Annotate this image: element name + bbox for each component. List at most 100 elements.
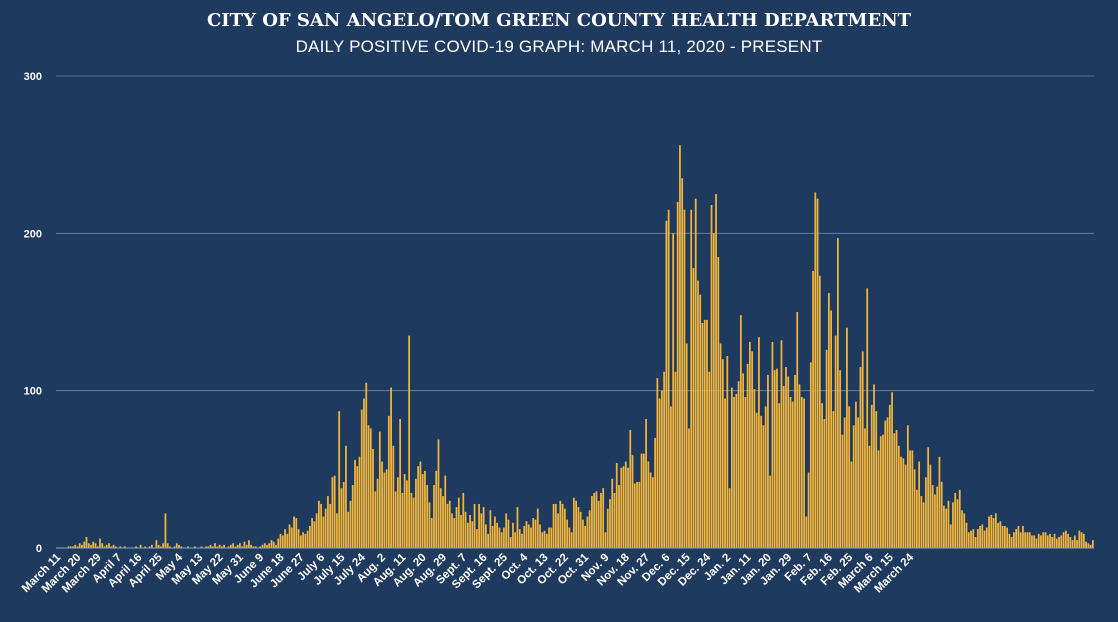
bar <box>618 485 620 548</box>
bar <box>554 503 557 548</box>
bar <box>457 497 460 548</box>
bar <box>69 546 72 548</box>
bar <box>611 478 614 548</box>
bar <box>769 475 772 548</box>
bar <box>780 340 783 548</box>
bar <box>270 540 273 548</box>
bar <box>193 546 196 548</box>
bar <box>293 516 295 548</box>
bar <box>550 527 553 548</box>
bar <box>613 492 616 548</box>
bar <box>205 546 207 548</box>
bar <box>236 544 239 548</box>
bar <box>967 532 970 548</box>
bar <box>909 450 911 548</box>
bar <box>412 497 415 548</box>
bar <box>1058 536 1060 548</box>
bar <box>776 368 778 548</box>
y-tick-label: 100 <box>24 386 42 398</box>
bar <box>345 445 347 548</box>
bar <box>925 477 927 548</box>
bar <box>207 546 210 548</box>
bar <box>1001 525 1004 548</box>
bar <box>415 478 417 548</box>
bar <box>992 518 995 548</box>
bar <box>451 513 453 548</box>
bar <box>87 543 90 548</box>
bar <box>760 415 763 548</box>
bar <box>112 544 115 548</box>
bar <box>651 477 654 548</box>
bar <box>496 522 499 548</box>
bar <box>823 418 826 548</box>
bar <box>329 503 332 548</box>
y-tick-label: 300 <box>24 71 42 83</box>
bar <box>861 351 864 548</box>
bar <box>103 546 106 548</box>
bar <box>313 521 316 548</box>
bar <box>1017 525 1020 548</box>
bar <box>884 420 887 548</box>
bar <box>940 481 943 548</box>
bar <box>568 527 571 548</box>
bar <box>1089 544 1092 548</box>
bar <box>114 546 117 548</box>
bar <box>466 522 469 548</box>
bar <box>360 409 363 548</box>
bar <box>320 503 323 548</box>
bar <box>778 403 781 548</box>
bar <box>859 367 862 548</box>
bar <box>419 461 422 548</box>
bar <box>299 535 302 548</box>
bar <box>92 541 95 548</box>
bar <box>473 503 476 548</box>
bar <box>744 396 747 548</box>
bar <box>873 384 875 548</box>
bar <box>460 514 462 548</box>
bar <box>746 363 749 548</box>
bar <box>609 499 611 548</box>
bar <box>1026 532 1029 548</box>
bar <box>997 522 999 548</box>
bar <box>830 310 832 548</box>
bar <box>809 362 812 548</box>
bar <box>1019 532 1022 548</box>
bar <box>484 524 487 548</box>
bar <box>674 371 677 548</box>
bar <box>67 546 70 548</box>
bar <box>424 470 426 548</box>
chart-subtitle: DAILY POSITIVE COVID-19 GRAPH: MARCH 11,… <box>295 37 823 56</box>
bar <box>724 398 726 548</box>
bar <box>259 546 262 548</box>
bar <box>866 288 869 548</box>
bar <box>223 544 225 548</box>
bar <box>915 489 918 548</box>
bar <box>1031 535 1033 548</box>
y-axis-ticks: 0 100 200 300 <box>24 71 42 555</box>
bar <box>1040 535 1042 548</box>
bar <box>742 373 744 548</box>
bar <box>358 456 361 548</box>
bar <box>667 209 670 549</box>
bar <box>530 527 532 548</box>
bar <box>807 472 810 548</box>
bar <box>180 546 183 548</box>
bar <box>187 546 189 548</box>
bar <box>954 492 957 548</box>
bar <box>600 492 602 548</box>
bar <box>365 382 368 548</box>
bar <box>333 475 336 548</box>
bar <box>1013 532 1015 548</box>
bar <box>318 500 320 548</box>
bar <box>245 544 248 548</box>
bar <box>281 535 284 548</box>
bar <box>712 233 715 548</box>
bar <box>308 525 311 548</box>
bar <box>72 546 74 548</box>
bar <box>708 371 711 548</box>
bar <box>570 532 573 548</box>
bar <box>855 401 857 548</box>
bar <box>906 425 909 548</box>
bar <box>417 466 420 548</box>
